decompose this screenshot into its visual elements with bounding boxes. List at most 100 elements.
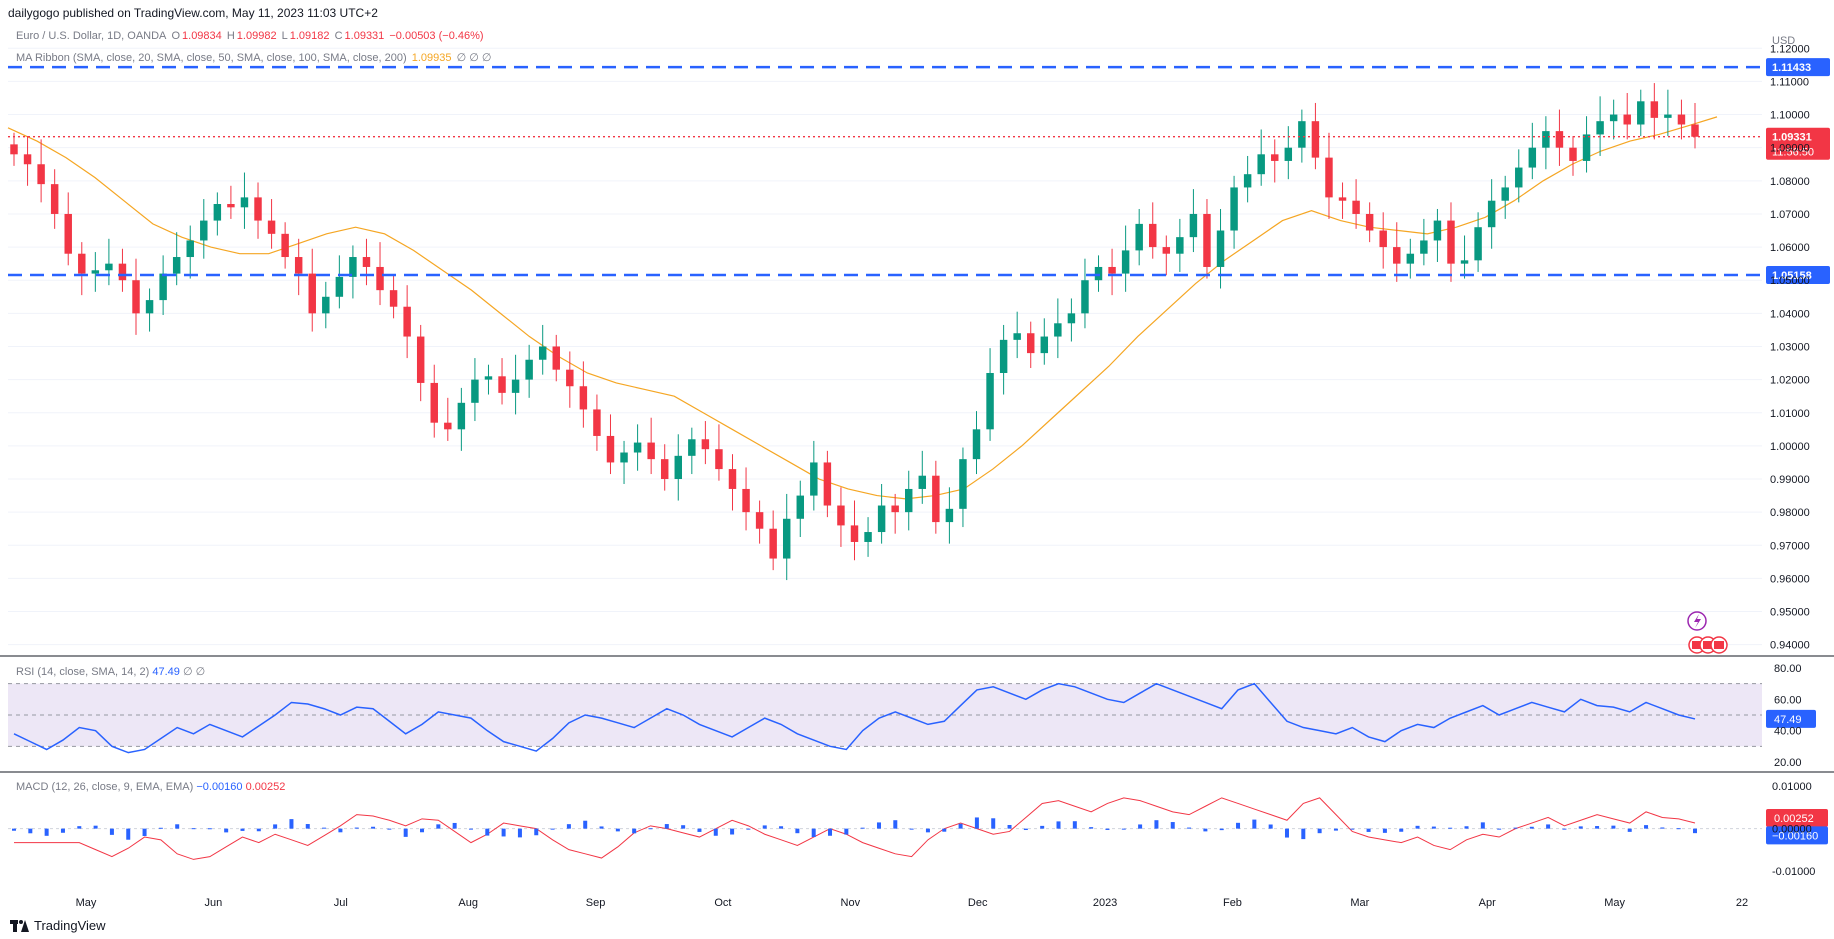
macd-histogram-bar <box>599 826 604 829</box>
candle-body <box>1257 154 1265 175</box>
candle-body <box>701 439 710 450</box>
macd-histogram-bar <box>632 828 637 834</box>
candle-body <box>50 184 59 214</box>
tradingview-footer[interactable]: TradingView <box>10 918 106 933</box>
macd-value-label: −0.00160 <box>1772 830 1818 842</box>
macd-histogram-bar <box>1040 825 1045 829</box>
candle-body <box>932 475 940 523</box>
price-tick: 1.01000 <box>1770 408 1810 420</box>
candle-body <box>498 376 506 393</box>
candle-body <box>1081 280 1089 314</box>
candle-body <box>837 505 845 526</box>
macd-histogram-bar <box>158 827 163 829</box>
price-tick: 1.12000 <box>1770 43 1810 55</box>
candle-body <box>1650 101 1659 118</box>
candle-body <box>484 376 493 380</box>
macd-histogram-bar <box>713 828 718 836</box>
candle-body <box>1338 197 1347 201</box>
us-flag-icon <box>1688 636 1706 654</box>
macd-histogram-bar <box>583 820 588 829</box>
macd-histogram-bar <box>974 817 979 829</box>
candle-body <box>674 455 682 480</box>
macd-histogram-bar <box>354 827 359 829</box>
macd-histogram-bar <box>762 825 767 829</box>
time-axis: May Jun Jul Aug Sep Oct Nov Dec 2023 Feb Mar Apr May… <box>76 897 1749 909</box>
candle-body <box>1311 121 1320 158</box>
macd-histogram-bar <box>256 828 261 832</box>
candle-body <box>850 525 859 542</box>
macd-histogram-bar <box>240 828 245 831</box>
macd-legend[interactable]: MACD (12, 26, close, 9, EMA, EMA) −0.001… <box>16 781 286 793</box>
candle-body <box>1691 124 1699 137</box>
ma-ribbon-legend[interactable]: MA Ribbon (SMA, close, 20, SMA, close, 5… <box>16 51 493 64</box>
candle-body <box>227 204 235 208</box>
price-tick: 1.02000 <box>1770 375 1810 387</box>
macd-histogram-bar <box>1399 828 1404 832</box>
last-price-label: 1.09331 <box>1772 132 1812 144</box>
ohlc-values: O 1.09834 H 1.09982 L 1.09182 C 1.09331 −0.0… <box>171 30 484 42</box>
candle-body <box>810 462 818 496</box>
rsi-line <box>13 682 1696 754</box>
rsi-legend[interactable]: RSI (14, close, SMA, 14, 2) 47.49 ∅ ∅ <box>16 666 206 678</box>
macd-histogram-bar <box>109 828 114 835</box>
price-tick: 1.07000 <box>1770 209 1810 221</box>
macd-histogram-bar <box>1382 828 1387 833</box>
candle-body <box>796 495 805 519</box>
candle-body <box>823 462 832 506</box>
macd-histogram-bar <box>942 828 947 832</box>
candle-body <box>389 290 398 307</box>
candle-body <box>186 240 194 258</box>
macd-histogram-bar <box>501 828 506 837</box>
candle-body <box>1013 333 1021 340</box>
macd-histogram-bar <box>925 828 930 833</box>
macd-histogram-bar <box>1154 820 1159 829</box>
rsi-value-tag <box>1766 709 1816 728</box>
time-tick: Jun <box>205 897 223 909</box>
time-tick: Apr <box>1479 897 1496 909</box>
candle-body <box>64 213 72 254</box>
macd-histogram-bar <box>1268 824 1273 829</box>
price-tick: 1.04000 <box>1770 308 1810 320</box>
candle-body <box>579 386 588 410</box>
time-tick: Aug <box>458 897 478 909</box>
candle-body <box>105 263 113 271</box>
macd-signal-label: 0.00252 <box>1774 813 1814 825</box>
macd-histogram-bar <box>958 823 963 829</box>
macd-histogram-bar <box>1105 828 1110 830</box>
candle-body <box>416 336 425 383</box>
candle-body <box>1542 131 1550 148</box>
macd-histogram-bar <box>664 824 669 829</box>
candle-body <box>1108 266 1116 274</box>
candle-body <box>633 442 642 453</box>
macd-histogram-bar <box>1578 826 1583 829</box>
price-tick: 1.10000 <box>1770 110 1810 122</box>
time-tick: Dec <box>968 897 988 909</box>
macd-histogram-bar <box>1203 828 1208 832</box>
candle-body <box>1284 147 1293 161</box>
candle-body <box>1393 247 1401 264</box>
macd-histogram-bar <box>142 828 147 837</box>
symbol-legend[interactable]: Euro / U.S. Dollar, 1D, OANDA O 1.09834 H… <box>16 30 488 42</box>
macd-histogram-bar <box>730 828 735 835</box>
currency-label: USD <box>1772 35 1795 47</box>
macd-tick: 0.00000 <box>1772 824 1812 836</box>
macd-signal-tag <box>1766 808 1828 827</box>
candle-body <box>1135 223 1143 251</box>
candle-body <box>1569 147 1577 161</box>
candle-body <box>145 300 154 314</box>
candle-body <box>335 276 344 297</box>
candle-body <box>200 220 208 241</box>
macd-histogram-bar <box>697 828 702 832</box>
candle-body <box>620 452 628 463</box>
candle-body <box>538 346 547 360</box>
level-label: 1.05158 <box>1772 270 1812 282</box>
macd-histogram-bar <box>876 822 881 829</box>
candle-body <box>172 257 181 274</box>
time-tick: May <box>76 897 97 909</box>
candle-body <box>1582 134 1591 161</box>
macd-histogram-bar <box>795 828 800 834</box>
candle-body <box>1352 200 1360 214</box>
macd-histogram-bar <box>1660 827 1665 829</box>
